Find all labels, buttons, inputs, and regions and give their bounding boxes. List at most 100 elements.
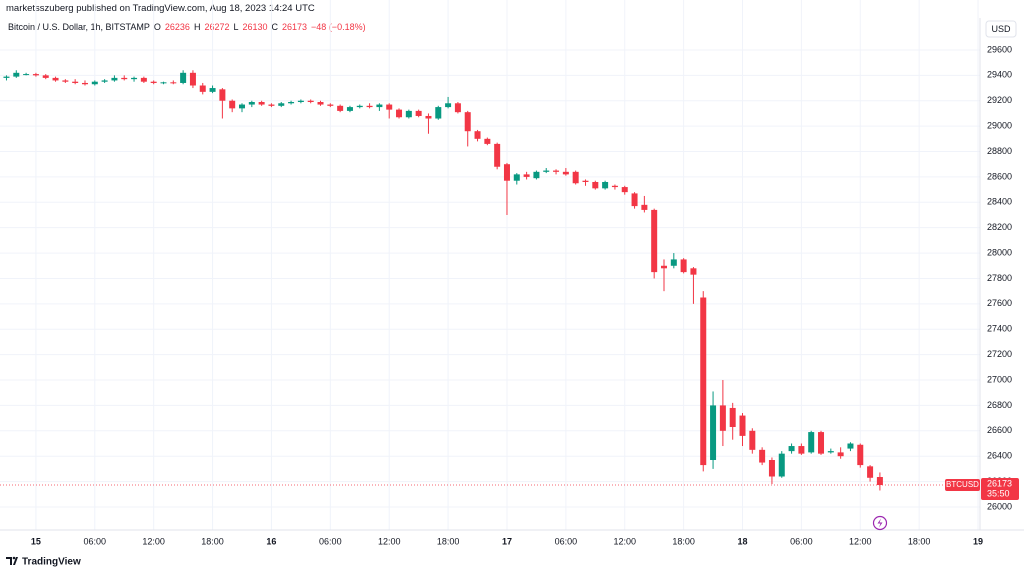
candle-body [386,104,393,110]
brand-name: TradingView [22,557,81,568]
candle-body [778,453,785,477]
y-tick-label: 28200 [987,222,1012,232]
candle-body [729,407,736,427]
symbol-tag-label: BTCUSD [946,480,979,489]
countdown-label: 35:50 [987,488,1010,498]
candle-body [739,415,746,436]
legend-value: 26130 [242,22,268,32]
candle-body [268,104,275,106]
candle-body [180,72,187,83]
candle-body [543,170,550,172]
currency-button[interactable] [985,20,1017,38]
legend-value: 26173 [282,22,308,32]
events-icon[interactable] [872,515,888,531]
x-tick-label: 18:00 [672,536,695,546]
candle-body [582,180,589,182]
candle-body [13,72,20,77]
x-tick-label: 06:00 [319,536,342,546]
x-tick-label: 17 [502,536,512,546]
byline: marketsszuberg published on TradingView.… [6,3,315,14]
x-tick-label: 19 [973,536,983,546]
candle-body [396,109,403,118]
legend-change: −48 (−0.18%) [311,22,366,32]
y-tick-label: 27000 [987,374,1012,384]
candle-body [32,74,39,76]
y-tick-label: 27800 [987,273,1012,283]
candle-body [219,89,226,101]
candle-body [317,102,324,105]
candle-body [376,104,383,108]
x-tick-label: 06:00 [84,536,107,546]
y-tick-label: 29000 [987,121,1012,131]
candle-body [170,82,177,84]
currency-label[interactable]: USD [991,24,1011,34]
candle-body [533,171,540,179]
candle-body [749,430,756,450]
y-tick-label: 29400 [987,70,1012,80]
candle-body [876,477,883,486]
candle-body [562,171,569,175]
y-tick-label: 26600 [987,425,1012,435]
y-tick-label: 28600 [987,171,1012,181]
legend-label: C [271,22,279,32]
candle-body [621,187,628,193]
x-tick-label: 18:00 [201,536,224,546]
legend-label: H [193,22,201,32]
events-bolt [877,518,883,528]
candle-body [121,77,128,80]
candle-body [641,204,648,210]
candle-body [445,103,452,108]
candle-body [553,170,560,172]
candle-body [199,85,206,92]
y-tick-label: 28000 [987,247,1012,257]
candle-body [425,115,432,119]
candle-body [81,82,88,85]
candle-body [631,193,638,207]
x-tick-label: 18 [737,536,747,546]
candle-body [484,138,491,144]
symbol-legend: Bitcoin / U.S. Dollar, 1h, BITSTAMP O 262… [8,22,366,32]
legend-label: O [153,22,161,32]
candle-body [818,432,825,454]
candle-body [768,460,775,477]
candle-body [719,405,726,431]
y-tick-label: 28800 [987,146,1012,156]
x-tick-label: 12:00 [378,536,401,546]
y-tick-label: 26800 [987,400,1012,410]
candle-body [847,443,854,449]
last-price-tag [981,478,1019,501]
candle-body [857,444,864,466]
candle-body [23,74,30,76]
candle-body [474,131,481,139]
candle-body [592,181,599,189]
candle-body [602,181,609,189]
candle-body [788,446,795,452]
candle-body [572,171,579,184]
x-tick-label: 18:00 [437,536,460,546]
candle-body [670,259,677,266]
candle-body [700,297,707,466]
candle-body [209,88,216,92]
y-tick-label: 27400 [987,324,1012,334]
candle-body [239,104,246,109]
candle-body [611,185,618,188]
candle-body [288,102,295,104]
x-tick-label: 06:00 [790,536,813,546]
candle-body [111,77,118,81]
candle-body [356,105,363,108]
y-tick-label: 27600 [987,298,1012,308]
grid [0,0,980,530]
symbol-tag [945,479,980,492]
x-tick-label: 15 [31,536,41,546]
last-price-label: 26173 [987,478,1012,488]
candle-body [131,77,138,80]
candle-body [798,446,805,454]
candle-body [229,100,236,109]
candle-body [189,72,196,86]
candle-body [297,100,304,103]
candle-body [415,110,422,116]
candle-body [680,259,687,273]
candle-body [867,466,874,478]
brand-mark [6,557,18,565]
